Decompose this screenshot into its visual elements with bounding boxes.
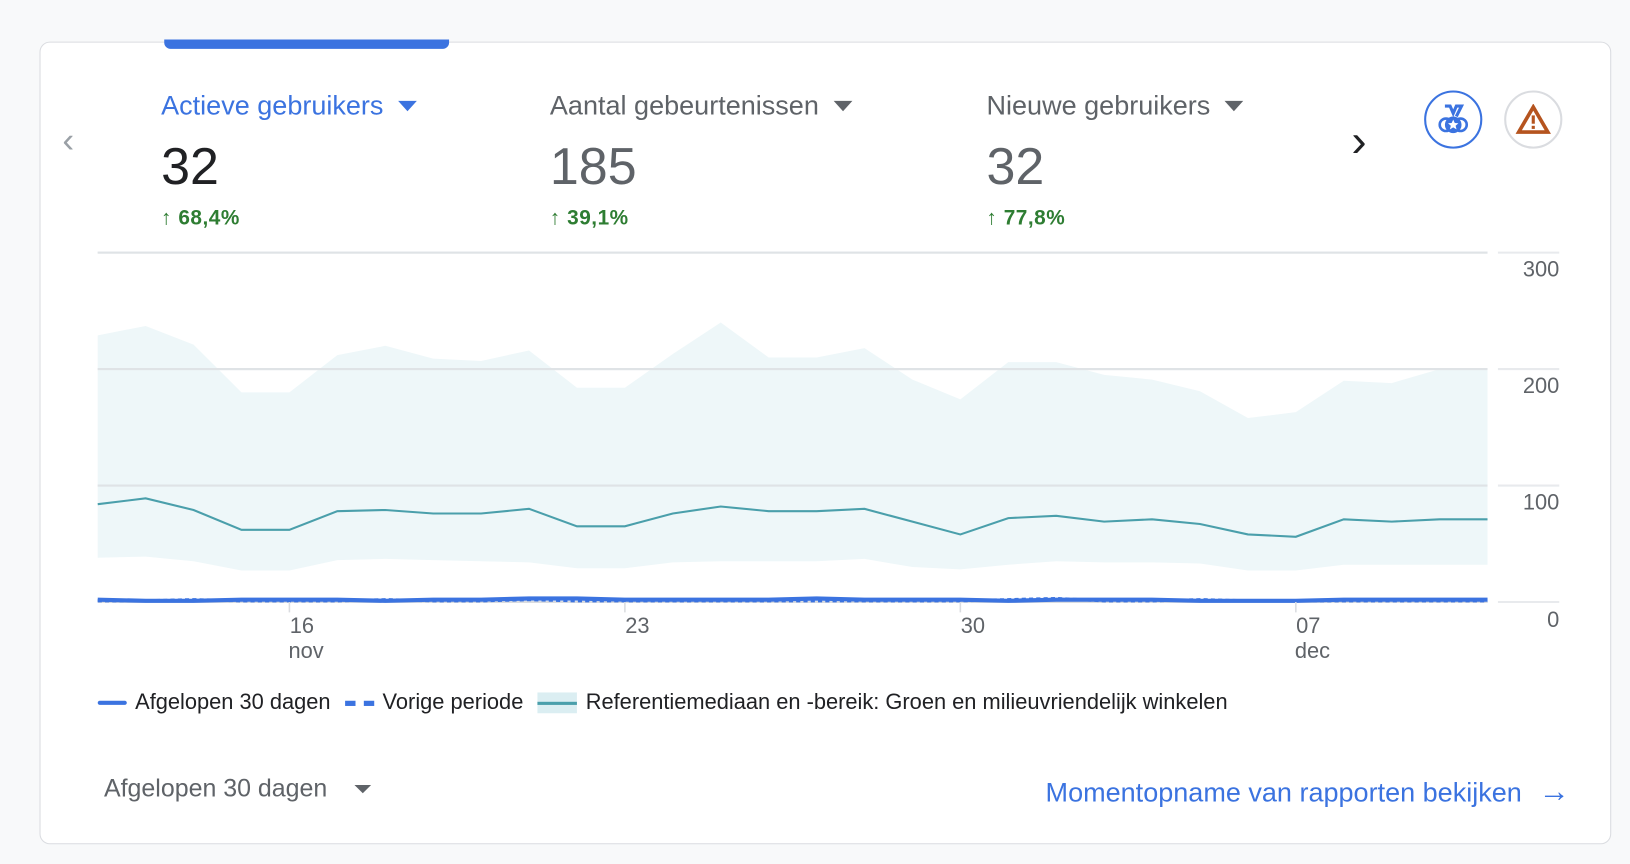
legend-label-benchmark: Referentiemediaan en -bereik: Groen en m… (585, 690, 1228, 715)
x-tick-sublabel: nov (288, 638, 323, 663)
arrow-up-icon: ↑ (549, 206, 561, 230)
legend-swatch-current (97, 700, 127, 705)
x-tick-label: 07 (1296, 613, 1320, 638)
metric-value: 32 (161, 137, 219, 196)
legend-swatch-benchmark (537, 692, 578, 714)
legend-label-previous: Vorige periode (382, 690, 524, 715)
x-tick-label: 30 (961, 613, 985, 638)
y-tick-label: 200 (1523, 373, 1559, 398)
metric-label: Nieuwe gebruikers (986, 89, 1211, 121)
metric-value: 32 (986, 137, 1045, 196)
legend-swatch-previous (345, 700, 375, 706)
chevron-right-icon[interactable]: › (1351, 115, 1367, 167)
metric-event-count[interactable]: Aantal gebeurtenissen 185 ↑ 39,1% (549, 89, 853, 230)
benchmark-median-line (97, 497, 1488, 538)
metric-label: Actieve gebruikers (161, 89, 384, 121)
link-label: Momentopname van rapporten bekijken (1045, 776, 1522, 808)
y-tick-label: 300 (1523, 257, 1559, 282)
arrow-up-icon: ↑ (986, 206, 998, 230)
x-tick-sublabel: dec (1295, 638, 1330, 663)
metric-label: Aantal gebeurtenissen (549, 89, 819, 121)
x-tick-label: 23 (625, 613, 649, 638)
caret-down-icon[interactable] (398, 100, 417, 111)
date-range-dropdown[interactable]: Afgelopen 30 dagen (104, 775, 371, 804)
metric-active-users[interactable]: Actieve gebruikers 32 ↑ 68,4% (161, 89, 417, 230)
y-tick-label: 100 (1523, 489, 1559, 514)
y-tick-label: 0 (1547, 607, 1559, 632)
metric-change: 39,1% (567, 206, 629, 230)
active-tab-indicator (164, 39, 450, 49)
caret-down-icon[interactable] (833, 100, 853, 111)
date-range-label: Afgelopen 30 dagen (103, 774, 328, 803)
caret-down-icon[interactable] (1224, 100, 1244, 111)
chart-legend: Afgelopen 30 dagen Vorige periode Refere… (97, 690, 1228, 715)
chevron-left-icon[interactable]: ‹ (62, 120, 75, 161)
metric-change: 77,8% (1003, 206, 1066, 230)
metric-change: 68,4% (178, 206, 240, 230)
metric-value: 185 (549, 137, 637, 196)
legend-label-current: Afgelopen 30 dagen (135, 690, 331, 715)
metric-new-users[interactable]: Nieuwe gebruikers 32 ↑ 77,8% (986, 89, 1244, 230)
view-reports-snapshot-link[interactable]: Momentopname van rapporten bekijken → (1046, 775, 1570, 810)
medal-icon[interactable] (1424, 90, 1483, 149)
caret-down-icon (354, 784, 371, 794)
arrow-right-icon: → (1538, 774, 1570, 809)
arrow-up-icon: ↑ (161, 206, 173, 230)
current-period-line (97, 596, 1488, 603)
x-tick-label: 16 (290, 613, 314, 638)
benchmark-range-band (97, 322, 1488, 571)
warning-triangle-icon[interactable] (1504, 90, 1563, 149)
